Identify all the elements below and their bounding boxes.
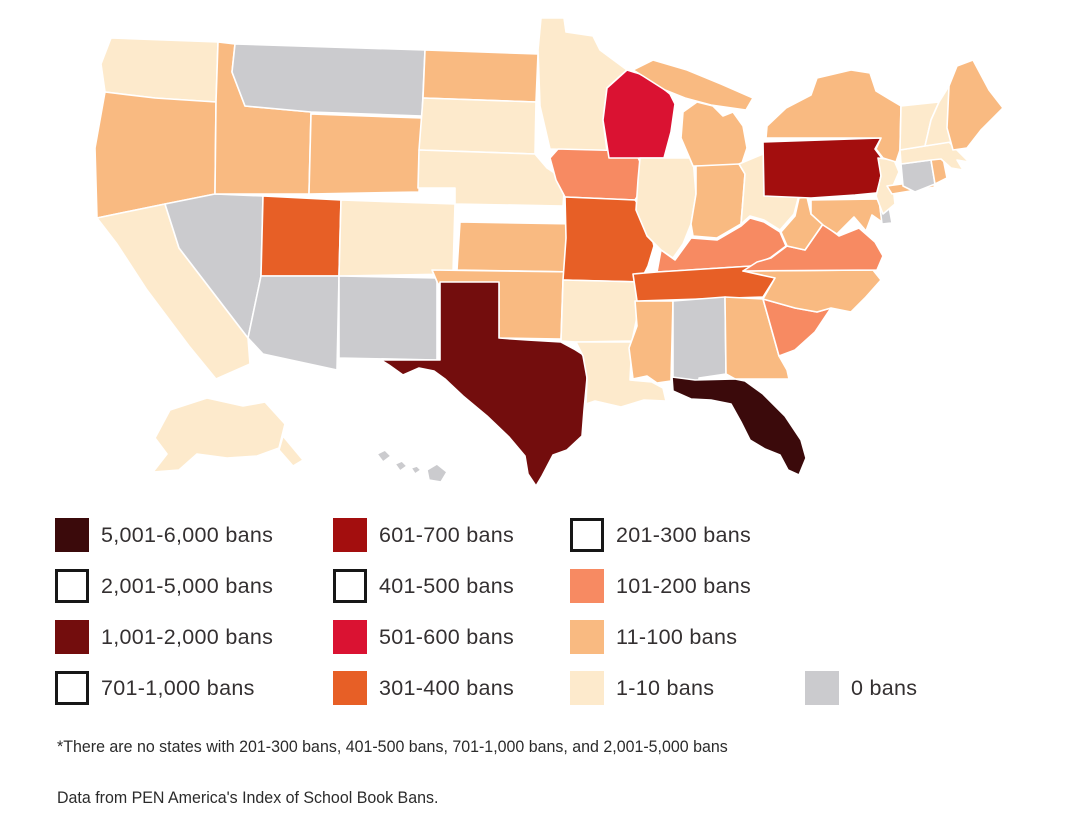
- state-al: [672, 296, 727, 389]
- legend-swatch: [805, 671, 839, 705]
- legend-swatch: [333, 671, 367, 705]
- state-sd: [418, 97, 537, 155]
- legend-item: 201-300 bans: [570, 518, 751, 552]
- state-wy: [308, 113, 423, 195]
- state-wi: [602, 69, 676, 159]
- legend-label: 1-10 bans: [616, 675, 715, 700]
- legend-item: 501-600 bans: [333, 620, 514, 654]
- legend-swatch: [333, 518, 367, 552]
- legend-label: 5,001-6,000 bans: [101, 522, 274, 547]
- legend-swatch: [55, 620, 89, 654]
- legend-item: 101-200 bans: [570, 569, 751, 603]
- footnote-no-states: *There are no states with 201-300 bans, …: [57, 737, 728, 756]
- state-mi: [632, 59, 754, 167]
- legend-label: 601-700 bans: [379, 522, 515, 547]
- legend-swatch: [333, 620, 367, 654]
- legend-label: 2,001-5,000 bans: [101, 573, 274, 598]
- legend-label: 701-1,000 bans: [101, 675, 255, 700]
- legend-column: 5,001-6,000 bans 2,001-5,000 bans 1,001-2,…: [55, 518, 273, 722]
- state-ms: [628, 300, 674, 384]
- state-me: [946, 59, 1004, 151]
- legend-swatch: [570, 569, 604, 603]
- state-pa: [762, 137, 887, 199]
- legend-label: 101-200 bans: [616, 573, 752, 598]
- legend-swatch: [333, 569, 367, 603]
- state-ut: [260, 195, 342, 277]
- legend-item: 401-500 bans: [333, 569, 514, 603]
- legend-item: 701-1,000 bans: [55, 671, 273, 705]
- legend: 5,001-6,000 bans 2,001-5,000 bans 1,001-2,…: [0, 518, 1080, 708]
- state-co: [338, 199, 456, 277]
- legend-item: 301-400 bans: [333, 671, 514, 705]
- state-wa: [100, 37, 219, 103]
- legend-item: 0 bans: [805, 671, 917, 705]
- legend-label: 201-300 bans: [616, 522, 752, 547]
- legend-label: 301-400 bans: [379, 675, 515, 700]
- us-map-svg: [95, 17, 1004, 487]
- legend-swatch: [55, 671, 89, 705]
- state-mt: [231, 43, 426, 117]
- legend-column: 601-700 bans 401-500 bans 501-600 bans 301-…: [333, 518, 514, 722]
- state-nd: [422, 49, 539, 103]
- state-tx: [380, 281, 588, 487]
- legend-swatch: [55, 569, 89, 603]
- legend-label: 401-500 bans: [379, 573, 515, 598]
- legend-column: 0 bans: [805, 518, 917, 722]
- legend-item: 601-700 bans: [333, 518, 514, 552]
- state-la: [575, 341, 667, 408]
- legend-label: 1,001-2,000 bans: [101, 624, 274, 649]
- state-ak: [152, 397, 304, 473]
- legend-label: 501-600 bans: [379, 624, 515, 649]
- state-fl: [671, 376, 807, 476]
- legend-item: 5,001-6,000 bans: [55, 518, 273, 552]
- legend-label: 0 bans: [851, 675, 918, 700]
- legend-label: 11-100 bans: [616, 624, 738, 649]
- state-ks: [456, 221, 578, 273]
- state-in: [690, 163, 746, 239]
- legend-swatch: [570, 671, 604, 705]
- legend-item: 1-10 bans: [570, 671, 751, 705]
- state-ar: [560, 279, 644, 343]
- state-nm: [338, 275, 438, 361]
- legend-swatch: [55, 518, 89, 552]
- us-choropleth-map: [95, 8, 1010, 493]
- legend-swatch: [570, 620, 604, 654]
- state-nc: [742, 269, 882, 313]
- source-note: Data from PEN America's Index of School …: [57, 788, 439, 807]
- state-hi: [376, 449, 448, 483]
- state-ne: [417, 149, 566, 207]
- state-az: [247, 275, 340, 371]
- legend-swatch: [570, 518, 604, 552]
- legend-item: 11-100 bans: [570, 620, 751, 654]
- legend-column: 201-300 bans 101-200 bans 11-100 bans 1-10 …: [570, 518, 751, 722]
- legend-item: 1,001-2,000 bans: [55, 620, 273, 654]
- legend-item: 2,001-5,000 bans: [55, 569, 273, 603]
